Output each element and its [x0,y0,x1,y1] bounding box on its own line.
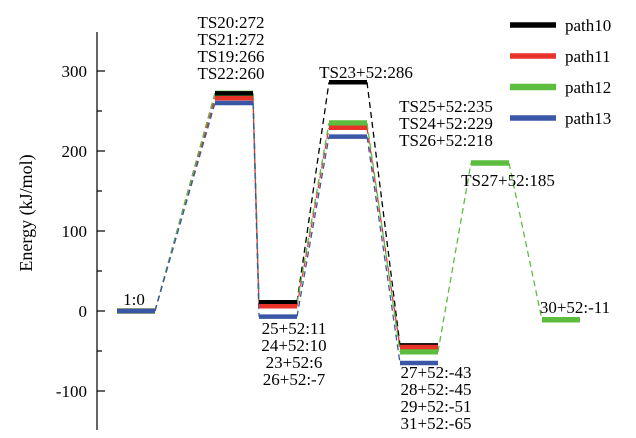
connector-path12 [508,162,543,320]
energy-annotation: 26+52:-7 [263,370,326,389]
energy-annotation: 28+52:-45 [401,380,472,399]
y-tick-label: 200 [62,142,88,161]
connector-path13 [366,136,401,364]
y-axis: -100 0 100 200 300 [56,32,105,430]
y-tick-label: 0 [79,302,88,321]
legend-label-path11: path11 [565,47,611,66]
connector-path12 [154,93,216,312]
connector-path12 [366,122,401,352]
energy-annotation: 23+52:6 [266,353,323,372]
legend-label-path12: path12 [565,78,611,97]
connector-path11 [296,127,330,307]
energy-annotation: TS24+52:229 [399,114,493,133]
legend-label-path13: path13 [565,109,611,128]
energy-annotation: 31+52:-65 [401,414,472,433]
legend-label-path10: path10 [565,16,611,35]
connector-path13 [252,102,260,317]
connector-path12 [437,162,472,352]
connector-path13 [154,102,216,312]
energy-annotation: TS21:272 [197,30,264,49]
energy-annotation: TS20:272 [197,13,264,32]
connector-path13 [296,136,330,317]
y-tick-label: 100 [62,222,88,241]
legend: path10 path11 path12 path13 [510,16,611,128]
energy-annotation: 30+52:-11 [540,298,610,317]
energy-annotation: 1:0 [123,290,145,309]
connector-path12 [296,122,330,304]
connector-path11 [252,98,260,307]
energy-annotation: TS25+52:235 [399,97,493,116]
energy-annotation: 27+52:-43 [401,363,472,382]
energy-annotation: TS22:260 [197,64,264,83]
energy-annotation: 25+52:11 [262,319,327,338]
y-tick-label: 300 [62,62,88,81]
connector-path10 [366,82,401,346]
energy-annotation: TS23+52:286 [319,63,413,82]
energy-annotation: TS19:266 [197,47,264,66]
y-axis-title: Energy (kJ/mol) [16,154,37,271]
energy-annotation: TS26+52:218 [399,131,493,150]
energy-annotation: 24+52:10 [261,336,326,355]
connector-path10 [296,82,330,303]
plot-lines [154,82,543,364]
y-tick-label: -100 [56,382,87,401]
plot-levels [117,79,580,366]
energy-annotation: 29+52:-51 [401,397,472,416]
energy-annotation: TS27+52:185 [461,171,555,190]
